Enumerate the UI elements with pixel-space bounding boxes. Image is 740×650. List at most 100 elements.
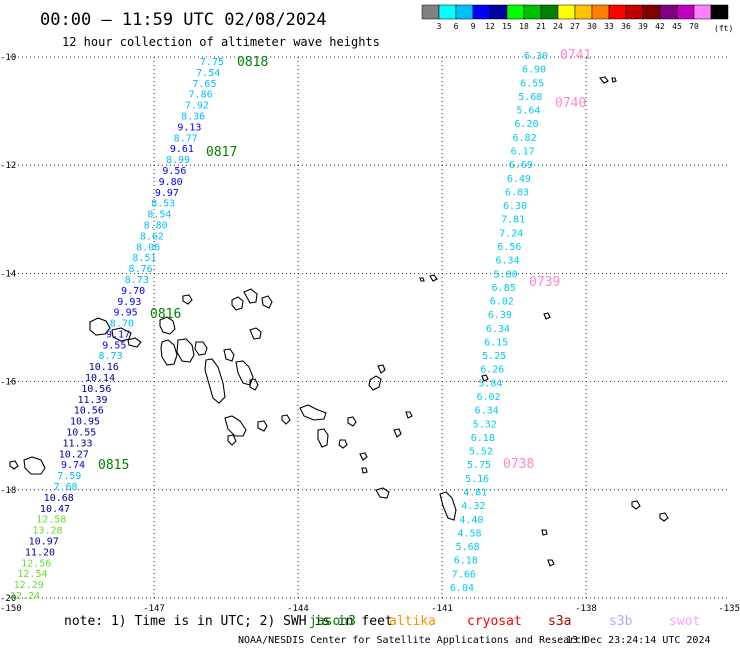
wave-height-value: 6.04: [450, 583, 474, 594]
longitude-tick-label: -138: [575, 604, 597, 614]
island-outline: [223, 348, 235, 362]
island-outline: [9, 460, 19, 470]
island-outline: [204, 358, 226, 404]
color-scale-swatch: [659, 4, 678, 20]
wave-height-value: 6.02: [476, 392, 500, 403]
footnote: note: 1) Time is in UTC; 2) SWH is in fe…: [64, 614, 393, 629]
wave-height-value: 6.34: [486, 324, 510, 335]
wave-height-value: 8.76: [129, 264, 153, 275]
latitude-tick-label: -16: [0, 378, 16, 388]
wave-height-value: 8.06: [136, 242, 160, 253]
wave-height-value: 5.64: [516, 106, 540, 117]
color-scale-swatch: [421, 4, 440, 20]
mission-legend-item: s3b: [609, 614, 633, 629]
wave-height-value: 11.33: [62, 438, 92, 449]
wave-height-value: 5.32: [473, 419, 497, 430]
wave-height-value: 10.95: [70, 417, 100, 428]
wave-height-value: 10.56: [74, 406, 104, 417]
wave-height-value: 6.34: [495, 256, 519, 267]
island-outline: [547, 559, 555, 567]
longitude-tick-label: -144: [287, 604, 309, 614]
wave-height-value: 7.54: [196, 68, 220, 79]
island-outline: [543, 312, 551, 320]
color-scale-label: 6: [454, 22, 459, 31]
latitude-tick-label: -20: [0, 594, 16, 604]
wave-height-value: 5.80: [494, 269, 518, 280]
wave-height-value: 6.15: [484, 337, 508, 348]
wave-height-value: 8.77: [174, 133, 198, 144]
color-scale-swatch: [676, 4, 695, 20]
island-outline: [659, 512, 669, 522]
wave-height-value: 10.56: [81, 384, 111, 395]
color-scale-label: 24: [553, 22, 563, 31]
mission-legend-item: cryosat: [467, 614, 522, 629]
island-outline: [261, 295, 273, 309]
island-outline: [281, 414, 291, 425]
wave-height-value: 6.49: [507, 174, 531, 185]
wave-height-value: 9.70: [121, 286, 145, 297]
mission-legend-item: swot: [669, 614, 700, 629]
island-outline: [375, 487, 390, 499]
wave-height-value: 10.68: [44, 493, 74, 504]
satellite-track-east: 6.30 6.90 6.55 5.68 5.64 6.20 6.82 6.17 6.69 6.49…: [450, 51, 548, 594]
lat-lon-grid: [10, 56, 730, 599]
wave-height-value: 12.29: [14, 580, 44, 591]
wave-height-value: 8.54: [147, 210, 171, 221]
longitude-tick-label: -135: [718, 604, 740, 614]
island-outline: [439, 491, 457, 521]
pass-time-label: 0741: [560, 48, 591, 63]
map-title: 00:00 – 11:59 UTC 02/08/2024: [40, 10, 327, 30]
map-subtitle: 12 hour collection of altimeter wave hei…: [62, 35, 380, 49]
wave-height-value: 7.92: [185, 101, 209, 112]
wave-height-value: 10.16: [89, 362, 119, 373]
wave-height-value: 6.90: [522, 65, 546, 76]
wave-height-value: 7.86: [189, 90, 213, 101]
color-scale-label: 12: [485, 22, 495, 31]
wave-height-value: 6.30: [524, 51, 548, 62]
satellite-track-west: 7.757.547.657.867.928.369.138.779.618.99…: [10, 57, 224, 602]
color-scale-swatch: [608, 4, 627, 20]
wave-height-value: 5.75: [467, 460, 491, 471]
islands-coastline: [9, 76, 669, 567]
color-scale-swatch: [625, 4, 644, 20]
wave-height-value: 6.56: [497, 242, 521, 253]
island-outline: [599, 76, 609, 84]
island-outline: [182, 294, 193, 305]
color-scale-label: 30: [587, 22, 597, 31]
wave-height-value: 8.51: [132, 253, 156, 264]
color-scale-swatch: [438, 4, 457, 20]
island-outline: [224, 415, 247, 437]
wave-height-value: 6.39: [488, 310, 512, 321]
wave-height-value: 7.59: [57, 471, 81, 482]
wave-height-value: 6.30: [503, 201, 527, 212]
color-scale-swatch: [591, 4, 610, 20]
wave-height-value: 10.47: [40, 504, 70, 515]
wave-height-value: 6.83: [505, 187, 529, 198]
color-scale-unit: (ft): [714, 24, 733, 33]
wave-height-value: 5.16: [465, 474, 489, 485]
pass-time-label: 0817: [206, 145, 237, 160]
wave-height-value: 8.36: [181, 111, 205, 122]
wave-height-value: 5.68: [518, 92, 542, 103]
wave-height-value: 9.74: [61, 460, 85, 471]
island-outline: [393, 428, 402, 438]
island-outline: [194, 341, 208, 356]
island-outline: [160, 339, 178, 366]
wave-height-value: 10.55: [66, 428, 96, 439]
color-scale-swatch: [455, 4, 474, 20]
wave-height-value: 9.97: [155, 188, 179, 199]
color-scale-label: 33: [604, 22, 614, 31]
wave-height-value: 5.25: [482, 351, 506, 362]
wave-height-value: 6.34: [475, 406, 499, 417]
wave-height-value: 5.84: [478, 378, 502, 389]
wave-height-value: 6.55: [520, 78, 544, 89]
latitude-tick-label: -10: [0, 53, 16, 63]
color-scale-swatch: [489, 4, 508, 20]
island-outline: [227, 434, 237, 446]
island-outline: [405, 411, 413, 419]
island-outline: [89, 317, 111, 336]
island-outline: [299, 404, 327, 421]
island-outline: [249, 378, 259, 391]
wave-height-value: 6.85: [492, 283, 516, 294]
island-outline: [338, 439, 348, 449]
